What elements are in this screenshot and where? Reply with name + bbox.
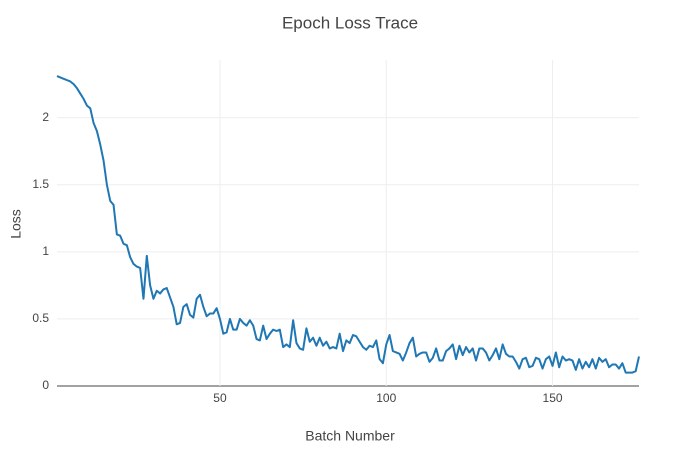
x-tick-label: 100 (376, 391, 396, 405)
y-tick-label: 2 (42, 110, 49, 124)
y-tick-label: 1 (42, 244, 49, 258)
loss-line (56, 75, 640, 374)
y-tick-label: 1.5 (32, 177, 49, 191)
y-tick-label: 0.5 (32, 311, 49, 325)
y-tick-label: 0 (42, 378, 49, 392)
x-axis-title: Batch Number (305, 428, 395, 444)
x-tick-label: 150 (543, 391, 563, 405)
chart-title: Epoch Loss Trace (282, 13, 418, 32)
y-axis-title: Loss (8, 209, 24, 239)
x-tick-label: 50 (213, 391, 227, 405)
